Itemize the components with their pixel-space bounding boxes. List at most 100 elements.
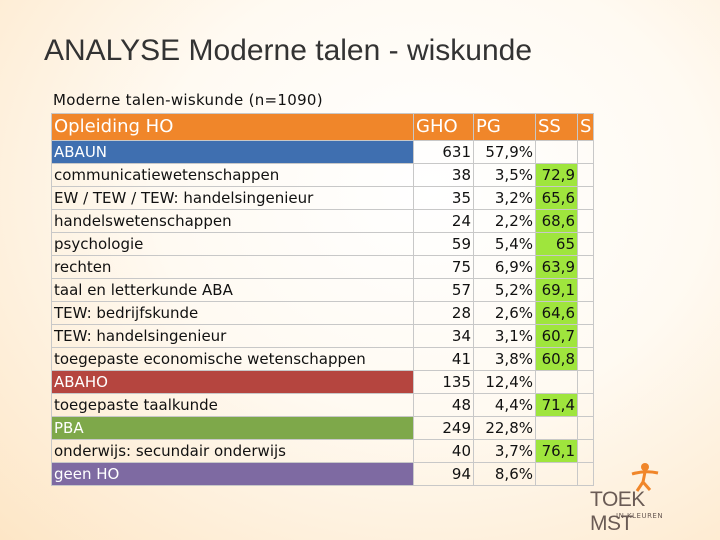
table-caption: Moderne talen-wiskunde (n=1090): [53, 91, 323, 109]
row-ss: 76,1: [535, 439, 578, 463]
row-label: geen HO: [51, 462, 414, 486]
table-row: geen HO 94 8,6%: [51, 462, 595, 486]
row-pg: 5,2%: [473, 278, 536, 302]
row-gho: 249: [413, 416, 474, 440]
header-opleiding: Opleiding HO: [51, 113, 414, 141]
row-pg: 3,8%: [473, 347, 536, 371]
table-header-row: Opleiding HO GHO PG SS S: [51, 113, 595, 141]
row-s: [576, 416, 595, 440]
row-gho: 41: [413, 347, 474, 371]
row-pg: 3,7%: [473, 439, 536, 463]
row-label: ABAHO: [51, 370, 414, 394]
table-row: rechten 75 6,9% 63,9: [51, 255, 595, 279]
row-label: ABAUN: [51, 140, 414, 164]
data-table: Opleiding HO GHO PG SS S ABAUN 631 57,9% co…: [51, 113, 595, 486]
row-ss: [535, 370, 578, 394]
row-label: taal en letterkunde ABA: [51, 278, 414, 302]
row-ss: 65: [535, 232, 578, 256]
row-label: TEW: bedrijfskunde: [51, 301, 414, 325]
row-gho: 57: [413, 278, 474, 302]
table-row: handelswetenschappen 24 2,2% 68,6: [51, 209, 595, 233]
header-s: S: [576, 113, 595, 141]
row-s: [576, 232, 595, 256]
row-s: [576, 370, 595, 394]
row-pg: 5,4%: [473, 232, 536, 256]
row-s: [576, 186, 595, 210]
row-ss: 60,7: [535, 324, 578, 348]
row-pg: 8,6%: [473, 462, 536, 486]
row-s: [576, 301, 595, 325]
header-ss: SS: [535, 113, 578, 141]
row-ss: 65,6: [535, 186, 578, 210]
row-label: PBA: [51, 416, 414, 440]
toekomst-logo: TOEK MST IN KLEUREN: [590, 462, 690, 535]
row-gho: 135: [413, 370, 474, 394]
row-ss: [535, 462, 578, 486]
row-ss: 60,8: [535, 347, 578, 371]
row-label: EW / TEW / TEW: handelsingenieur: [51, 186, 414, 210]
table-row: ABAHO 135 12,4%: [51, 370, 595, 394]
row-gho: 38: [413, 163, 474, 187]
table-row: onderwijs: secundair onderwijs 40 3,7% 76,1: [51, 439, 595, 463]
logo-text: TOEK MST: [590, 488, 645, 535]
row-s: [576, 324, 595, 348]
row-label: communicatiewetenschappen: [51, 163, 414, 187]
row-gho: 48: [413, 393, 474, 417]
row-s: [576, 278, 595, 302]
row-s: [576, 209, 595, 233]
row-label: onderwijs: secundair onderwijs: [51, 439, 414, 463]
table-row: EW / TEW / TEW: handelsingenieur 35 3,2% 65…: [51, 186, 595, 210]
row-gho: 94: [413, 462, 474, 486]
row-gho: 75: [413, 255, 474, 279]
row-ss: 68,6: [535, 209, 578, 233]
row-pg: 6,9%: [473, 255, 536, 279]
header-gho: GHO: [413, 113, 474, 141]
row-gho: 24: [413, 209, 474, 233]
row-pg: 57,9%: [473, 140, 536, 164]
row-label: toegepaste economische wetenschappen: [51, 347, 414, 371]
row-gho: 34: [413, 324, 474, 348]
row-s: [576, 140, 595, 164]
row-label: rechten: [51, 255, 414, 279]
row-ss: [535, 140, 578, 164]
logo-subtext: IN KLEUREN: [616, 512, 664, 520]
row-gho: 28: [413, 301, 474, 325]
table-row: ABAUN 631 57,9%: [51, 140, 595, 164]
row-label: psychologie: [51, 232, 414, 256]
row-s: [576, 393, 595, 417]
row-pg: 2,6%: [473, 301, 536, 325]
row-pg: 12,4%: [473, 370, 536, 394]
header-pg: PG: [473, 113, 536, 141]
table-row: toegepaste taalkunde 48 4,4% 71,4: [51, 393, 595, 417]
table-row: taal en letterkunde ABA 57 5,2% 69,1: [51, 278, 595, 302]
table-row: TEW: handelsingenieur 34 3,1% 60,7: [51, 324, 595, 348]
row-pg: 3,1%: [473, 324, 536, 348]
row-gho: 40: [413, 439, 474, 463]
table-row: communicatiewetenschappen 38 3,5% 72,9: [51, 163, 595, 187]
table-row: TEW: bedrijfskunde 28 2,6% 64,6: [51, 301, 595, 325]
row-gho: 631: [413, 140, 474, 164]
table-row: toegepaste economische wetenschappen 41 3,…: [51, 347, 595, 371]
row-ss: 63,9: [535, 255, 578, 279]
table-row: PBA 249 22,8%: [51, 416, 595, 440]
row-label: TEW: handelsingenieur: [51, 324, 414, 348]
row-ss: 72,9: [535, 163, 578, 187]
row-ss: 64,6: [535, 301, 578, 325]
row-ss: 69,1: [535, 278, 578, 302]
person-figure-icon: [631, 463, 659, 492]
row-pg: 2,2%: [473, 209, 536, 233]
row-label: toegepaste taalkunde: [51, 393, 414, 417]
row-s: [576, 347, 595, 371]
row-gho: 59: [413, 232, 474, 256]
row-ss: 71,4: [535, 393, 578, 417]
row-gho: 35: [413, 186, 474, 210]
row-pg: 3,2%: [473, 186, 536, 210]
table-row: psychologie 59 5,4% 65: [51, 232, 595, 256]
row-ss: [535, 416, 578, 440]
row-s: [576, 163, 595, 187]
row-pg: 22,8%: [473, 416, 536, 440]
row-pg: 3,5%: [473, 163, 536, 187]
row-s: [576, 439, 595, 463]
row-s: [576, 462, 595, 486]
slide-title: ANALYSE Moderne talen - wiskunde: [44, 34, 533, 67]
